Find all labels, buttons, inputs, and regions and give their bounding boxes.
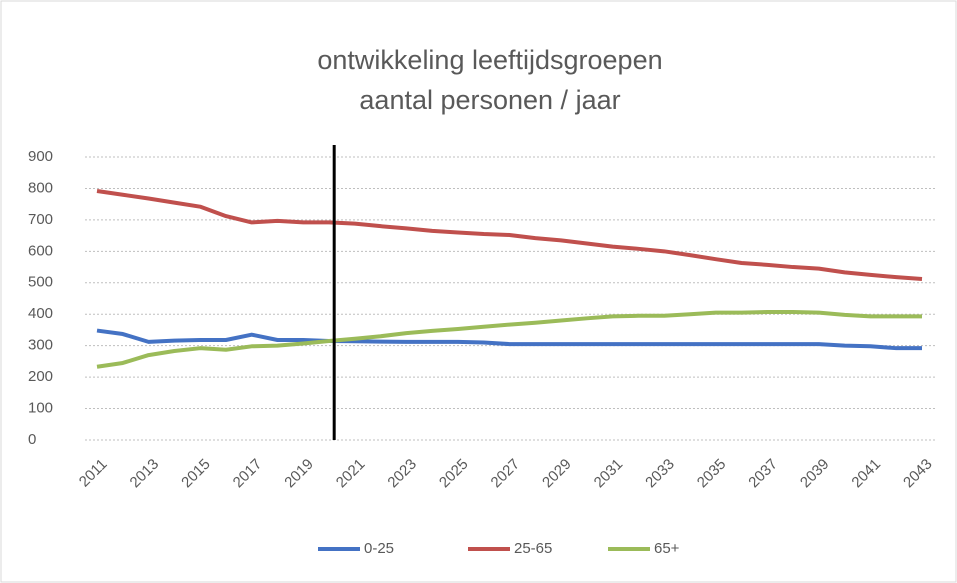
legend-label: 65+ bbox=[654, 540, 680, 557]
chart-title: ontwikkeling leeftijdsgroepen bbox=[317, 45, 662, 75]
y-tick-label: 100 bbox=[28, 400, 53, 417]
legend-label: 0-25 bbox=[364, 540, 394, 557]
chart-subtitle: aantal personen / jaar bbox=[359, 85, 620, 115]
y-tick-label: 800 bbox=[28, 179, 53, 196]
y-tick-label: 0 bbox=[28, 431, 36, 448]
y-tick-label: 300 bbox=[28, 337, 53, 354]
line-series bbox=[96, 310, 922, 369]
y-tick-label: 500 bbox=[28, 274, 53, 291]
line-series bbox=[96, 188, 923, 281]
line-series bbox=[96, 328, 922, 351]
y-tick-label: 200 bbox=[28, 368, 53, 385]
y-tick-label: 400 bbox=[28, 305, 53, 322]
legend-label: 25-65 bbox=[514, 540, 552, 557]
y-tick-label: 600 bbox=[28, 242, 53, 259]
y-tick-label: 700 bbox=[28, 211, 53, 228]
y-tick-label: 900 bbox=[28, 148, 53, 165]
